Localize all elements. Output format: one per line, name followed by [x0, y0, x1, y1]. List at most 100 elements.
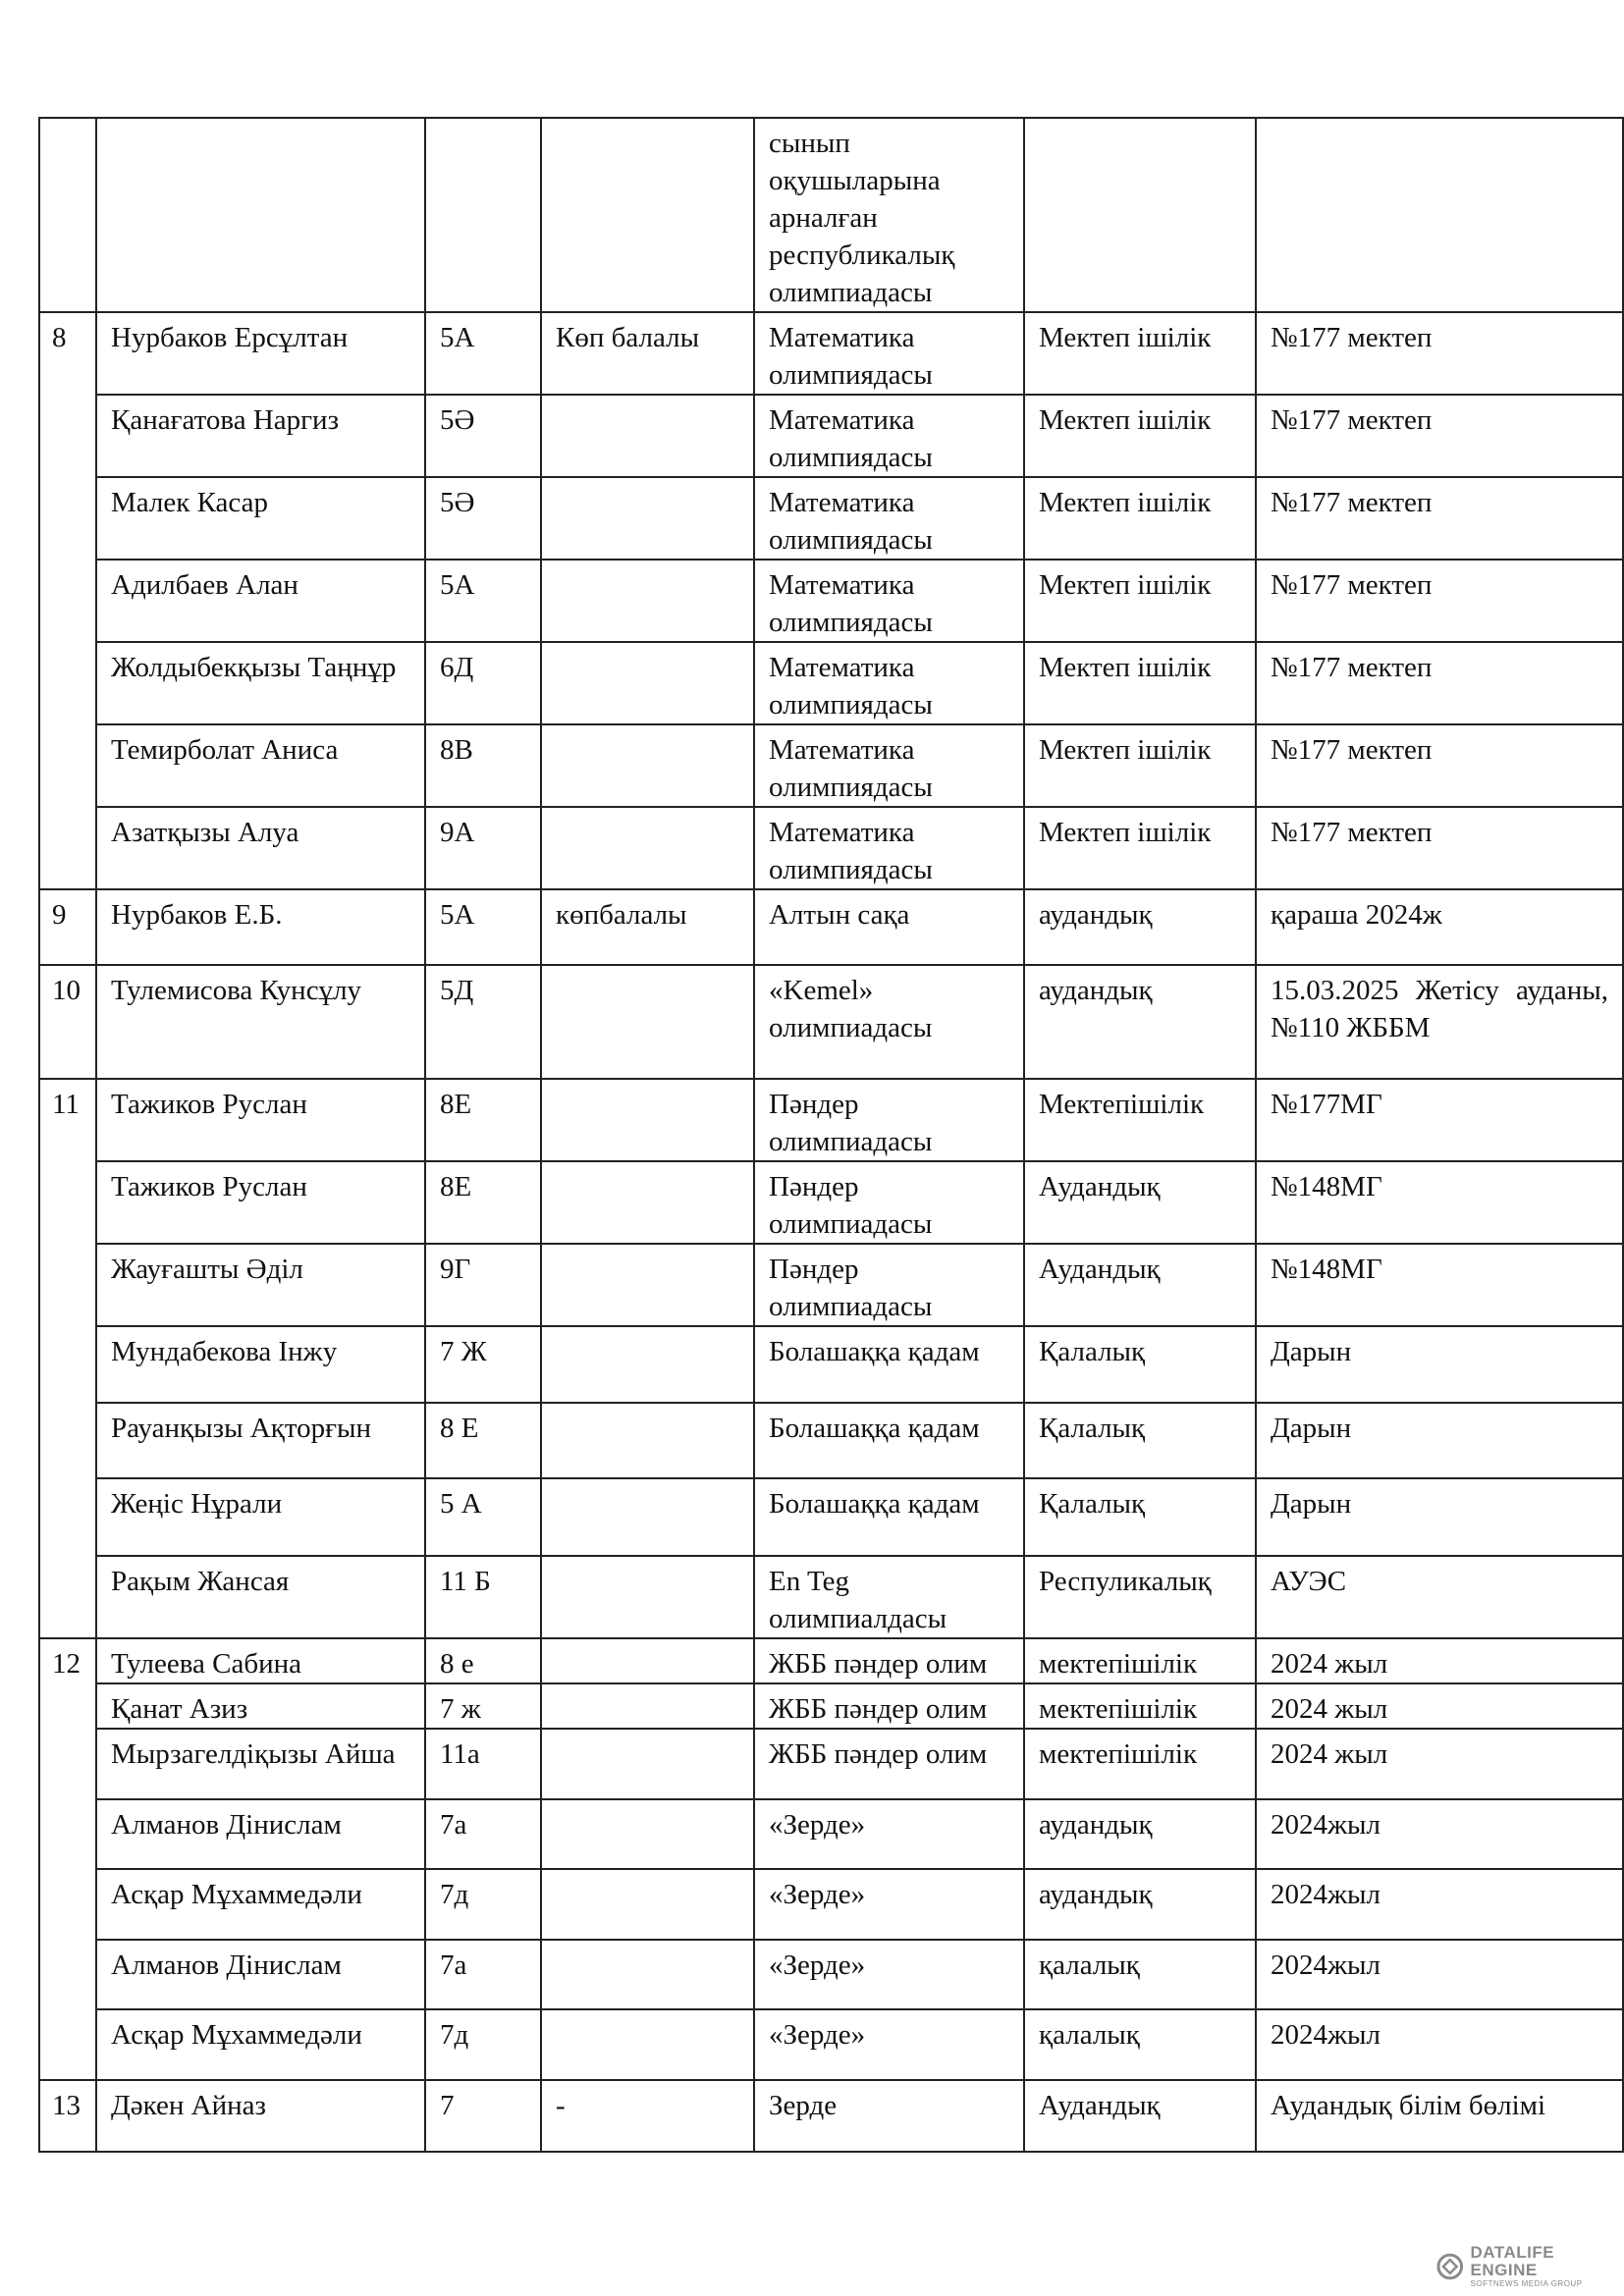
cell-name: Дәкен Айназ [95, 2079, 426, 2153]
cell-grade: 7д [424, 2008, 542, 2081]
table-row: Рақым Жансая 11 Б En Teg олимпиалдасы Респу… [39, 1555, 1624, 1639]
cell-level: мектепішілік [1023, 1637, 1257, 1684]
cell-name: Адилбаев Алан [95, 559, 426, 643]
table-row: Азатқызы Алуа 9А Математика олимпиядасы Мек… [39, 806, 1624, 890]
table-row: Темирболат Аниса 8В Математика олимпиядасы… [39, 723, 1624, 808]
cell-grade: 5А [424, 559, 542, 643]
cell-status [540, 394, 755, 478]
row-number: 11 [38, 1078, 97, 1639]
table-row: 10 Тулемисова Кунсұлу 5Д «Kemel» олимпиадас… [38, 964, 1624, 1080]
cell-olympiad: «Зерде» [753, 1939, 1025, 2010]
cell-level: Аудандық [1023, 1160, 1257, 1245]
cell-status [540, 559, 755, 643]
cell-name: Алманов Дінислам [95, 1939, 426, 2010]
table-row: Мырзагелдіқызы Айша 11а ЖББ пәндер олим мек… [39, 1728, 1624, 1800]
cell-level: Респуликалық [1023, 1555, 1257, 1639]
cell-grade: 5Ә [424, 476, 542, 561]
cell-status [540, 806, 755, 890]
cell-place: №177МГ [1255, 1078, 1624, 1162]
table-row: Жеңіс Нұрали 5 А Болашаққа қадам Қалалық Дар… [39, 1477, 1624, 1557]
cell-grade: 8 Е [424, 1402, 542, 1479]
table-row: Қанат Азиз 7 ж ЖББ пәндер олим мектепішілік… [39, 1682, 1624, 1730]
cell-name: Азатқызы Алуа [95, 806, 426, 890]
row-number: 12 [38, 1637, 97, 2081]
cell-olympiad: Болашаққа қадам [753, 1477, 1025, 1557]
cell-olympiad: Алтын сақа [753, 888, 1025, 966]
cell-name: Қанат Азиз [95, 1682, 426, 1730]
cell-place: 2024 жыл [1255, 1728, 1624, 1800]
cell-grade: 7д [424, 1868, 542, 1941]
table-row: Жолдыбекқызы Таңнұр 6Д Математика олимпияд… [39, 641, 1624, 725]
cell-olympiad: Пәндер олимпиадасы [753, 1243, 1025, 1327]
cell-level: Мектеп ішілік [1023, 806, 1257, 890]
row-number [38, 117, 97, 313]
cell-grade: 9Г [424, 1243, 542, 1327]
cell-place: 15.03.2025 Жетісу ауданы, №110 ЖББМ [1255, 964, 1624, 1080]
cell-status [540, 1325, 755, 1404]
cell-level: аудандық [1023, 888, 1257, 966]
cell-level: Мектеп ішілік [1023, 559, 1257, 643]
cell-place: 2024жыл [1255, 1868, 1624, 1941]
row-number: 9 [38, 888, 97, 966]
cell-grade: 7а [424, 1798, 542, 1870]
watermark-title: DATALIFE ENGINE [1470, 2243, 1555, 2279]
cell-name: Тулеева Сабина [95, 1637, 426, 1684]
row-number: 13 [38, 2079, 97, 2153]
cell-grade: 7 ж [424, 1682, 542, 1730]
cell-place: №148МГ [1255, 1243, 1624, 1327]
cell-status [540, 1078, 755, 1162]
table-row: 11 Тажиков Руслан 8Е Пәндер олимпиадасы Мект… [38, 1078, 1624, 1639]
cell-place [1255, 117, 1624, 313]
cell-place: қараша 2024ж [1255, 888, 1624, 966]
table-row: 13 Дәкен Айназ 7- Зерде Аудандық Аудандық біл… [38, 2079, 1624, 2153]
cell-level: аудандық [1023, 1798, 1257, 1870]
cell-name: Жауғашты Әділ [95, 1243, 426, 1327]
cell-name: Қанағатова Наргиз [95, 394, 426, 478]
table-row: Асқар Мұхаммедәли 7д «Зерде» аудандық 2024жы… [39, 1868, 1624, 1941]
table-row: Жауғашты Әділ 9Г Пәндер олимпиадасы Ауданды… [39, 1243, 1624, 1327]
cell-grade: 11а [424, 1728, 542, 1800]
cell-grade: 9А [424, 806, 542, 890]
cell-name: Жолдыбекқызы Таңнұр [95, 641, 426, 725]
cell-olympiad: Математика олимпиядасы [753, 311, 1025, 396]
cell-level: Қалалық [1023, 1402, 1257, 1479]
cell-grade: 8 е [424, 1637, 542, 1684]
row-number: 8 [38, 311, 97, 890]
cell-olympiad: сынып оқушыларына арналған республикалық… [753, 117, 1025, 313]
table-row: 8 Нурбаков Ерсұлтан 5А Көп балалы Математика… [38, 311, 1624, 890]
table-row: Асқар Мұхаммедәли 7д «Зерде» қалалық 2024жыл [39, 2008, 1624, 2081]
cell-level: Аудандық [1023, 2079, 1257, 2153]
cell-name: Алманов Дінислам [95, 1798, 426, 1870]
cell-level: Қалалық [1023, 1477, 1257, 1557]
cell-status [540, 1160, 755, 1245]
table-row: Алманов Дінислам 7а «Зерде» аудандық 2024жыл [39, 1798, 1624, 1870]
cell-status: көпбалалы [540, 888, 755, 966]
table-row: Адилбаев Алан 5А Математика олимпиядасы Мек… [39, 559, 1624, 643]
cell-place: №177 мектеп [1255, 806, 1624, 890]
cell-grade: 8В [424, 723, 542, 808]
cell-place: 2024жыл [1255, 1798, 1624, 1870]
cell-status: - [540, 2079, 755, 2153]
cell-olympiad: Болашаққа қадам [753, 1325, 1025, 1404]
cell-name [95, 117, 426, 313]
datalife-logo-icon [1436, 2253, 1464, 2280]
cell-name: Мырзагелдіқызы Айша [95, 1728, 426, 1800]
cell-name: Тажиков Руслан [95, 1160, 426, 1245]
cell-level: Мектеп ішілік [1023, 394, 1257, 478]
cell-level: аудандық [1023, 1868, 1257, 1941]
cell-grade: 7 Ж [424, 1325, 542, 1404]
cell-olympiad: «Зерде» [753, 1868, 1025, 1941]
cell-name: Рауанқызы Ақторғын [95, 1402, 426, 1479]
cell-grade: 6Д [424, 641, 542, 725]
cell-status [540, 1637, 755, 1684]
olympiad-results-table: сынып оқушыларына арналған республикалық… [38, 117, 1624, 2153]
cell-grade: 5Ә [424, 394, 542, 478]
cell-olympiad: Математика олимпиядасы [753, 806, 1025, 890]
cell-level: Мектепішілік [1023, 1078, 1257, 1162]
cell-status [540, 1682, 755, 1730]
cell-place: 2024жыл [1255, 2008, 1624, 2081]
cell-grade: 5 А [424, 1477, 542, 1557]
cell-grade: 7а [424, 1939, 542, 2010]
cell-olympiad: Математика олимпиядасы [753, 641, 1025, 725]
cell-grade: 7 [424, 2079, 542, 2153]
